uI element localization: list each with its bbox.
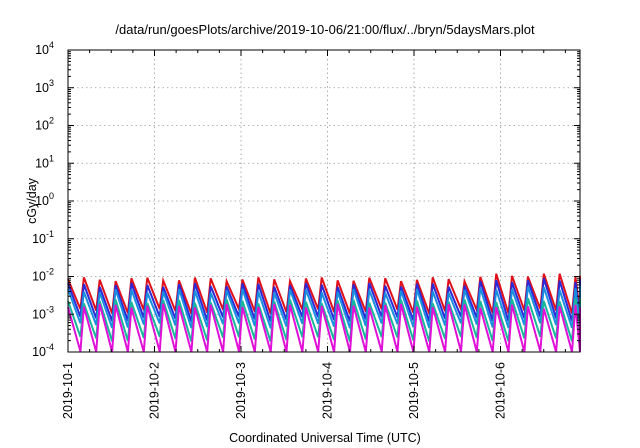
y-tick-label: 103: [35, 78, 54, 95]
x-axis-ticks: 2019-10-1 2019-10-2 2019-10-3 2019-10-4 2019…: [61, 50, 566, 419]
y-tick-label: 10-1: [32, 229, 54, 246]
x-tick-label: 2019-10-1: [61, 362, 75, 419]
y-tick-label: 10-2: [32, 267, 54, 284]
x-tick-label: 2019-10-4: [321, 362, 335, 419]
x-tick-label: 2019-10-5: [407, 362, 421, 419]
series-group: [67, 273, 581, 353]
y-tick-label: 102: [35, 116, 54, 133]
y-axis-ticks: 10-4 10-3 10-2 10-1 100 101 102 103 104: [32, 40, 580, 359]
chart-title: /data/run/goesPlots/archive/2019-10-06/2…: [115, 22, 535, 37]
x-tick-label: 2019-10-3: [234, 362, 248, 419]
y-tick-label: 10-3: [32, 304, 54, 321]
series-line: [67, 303, 581, 353]
y-tick-label: 101: [35, 153, 54, 170]
y-tick-label: 100: [35, 191, 54, 208]
x-tick-label: 2019-10-6: [494, 362, 508, 419]
y-tick-label: 10-4: [32, 342, 54, 359]
grid-lines: [68, 50, 580, 352]
x-tick-label: 2019-10-2: [148, 362, 162, 419]
x-axis-label: Coordinated Universal Time (UTC): [229, 431, 421, 445]
y-tick-label: 104: [35, 40, 54, 57]
y-axis-label: cGy/day: [25, 177, 39, 224]
